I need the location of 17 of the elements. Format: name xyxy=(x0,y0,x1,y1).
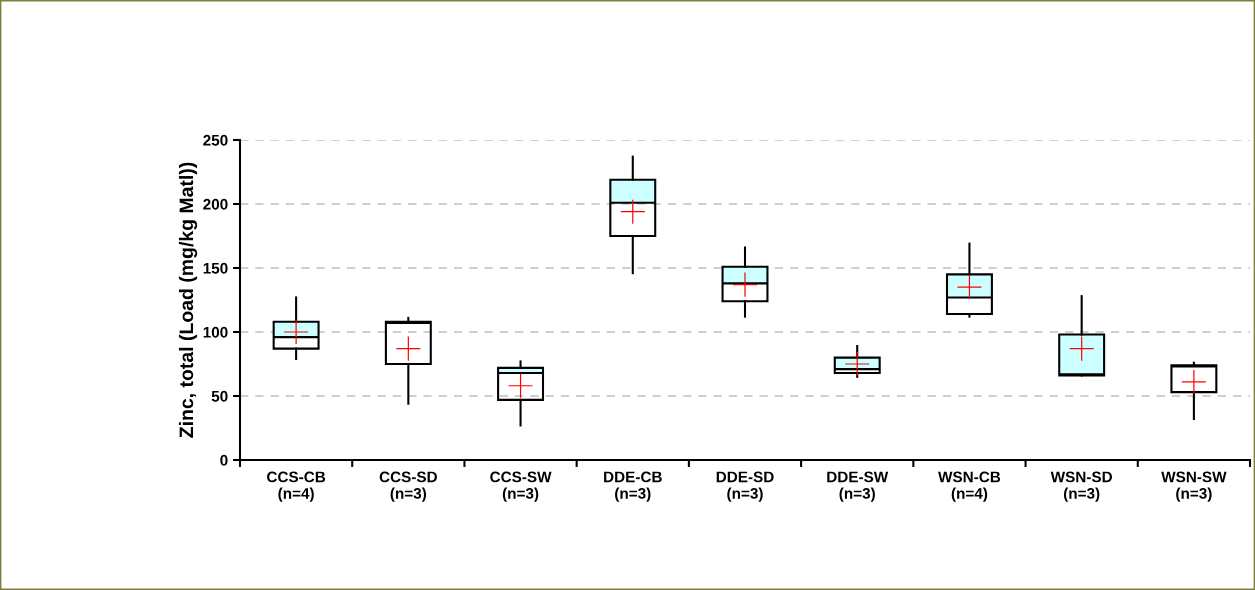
y-axis-title: Zinc, total (Load (mg/kg Matl)) xyxy=(178,162,198,438)
y-tick-label: 250 xyxy=(203,134,228,146)
y-tick-label: 100 xyxy=(203,326,228,338)
y-tick-label: 50 xyxy=(211,390,228,402)
y-tick-label: 150 xyxy=(203,262,228,274)
y-tick-label: 200 xyxy=(203,198,228,210)
x-tick-label: WSN-CB (n=4) xyxy=(938,471,1001,502)
x-tick-label: CCS-SW (n=3) xyxy=(490,471,552,502)
x-tick-label: DDE-SW (n=3) xyxy=(827,471,889,502)
x-tick-label: WSN-SW (n=3) xyxy=(1161,471,1227,502)
point xyxy=(845,351,870,377)
x-tick-label: DDE-CB (n=3) xyxy=(604,471,662,502)
x-tick-label: CCS-SD (n=3) xyxy=(379,471,437,502)
x-tick-label: DDE-SD (n=3) xyxy=(716,471,774,502)
x-tick-label: CCS-CB (n=4) xyxy=(267,471,326,502)
y-tick-label: 0 xyxy=(220,454,228,466)
x-tick-label: WSN-SD (n=3) xyxy=(1050,471,1112,502)
